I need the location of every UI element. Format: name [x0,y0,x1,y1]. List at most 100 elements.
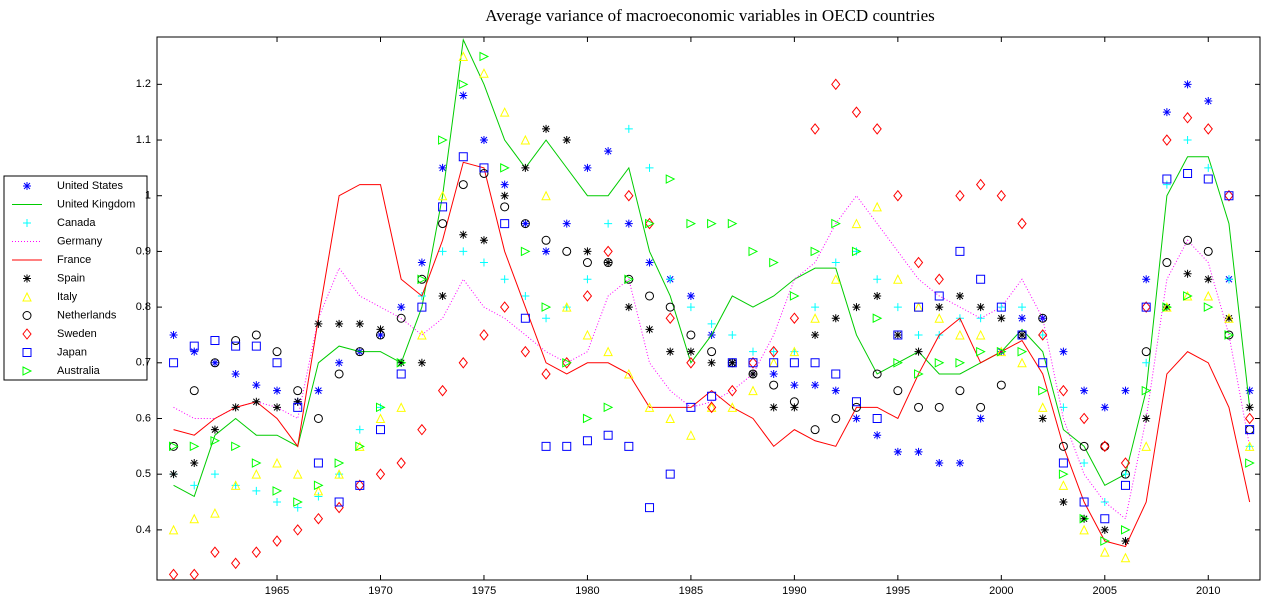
data-marker [1224,191,1234,201]
data-marker [1162,303,1171,312]
data-marker [831,314,840,323]
data-marker [873,431,882,440]
data-marker [769,257,779,268]
legend-label: Sweden [57,328,97,340]
data-marker [251,469,262,479]
data-marker [976,414,985,423]
data-marker [1018,303,1027,312]
data-marker [976,346,986,357]
y-tick-label: 0.5 [136,468,151,480]
data-marker [644,217,655,230]
data-marker [479,136,488,145]
data-marker [934,313,945,323]
data-marker [686,303,695,312]
data-marker [1204,275,1213,284]
data-marker [252,486,261,495]
data-marker [851,218,862,229]
data-marker [665,469,675,479]
data-marker [748,356,758,369]
data-marker [975,178,986,191]
data-marker [996,302,1006,312]
data-marker [459,91,468,100]
data-marker [810,123,820,135]
data-marker [314,386,323,395]
data-marker [790,381,799,390]
data-marker [624,124,633,133]
data-marker [355,319,364,328]
data-marker [976,314,985,323]
data-marker [396,369,406,379]
data-marker [893,303,902,312]
data-marker [335,470,344,479]
legend-swatch [22,366,33,376]
plot-area [156,36,1261,581]
data-marker [189,441,200,452]
data-marker [955,329,965,340]
data-marker [1204,163,1213,172]
data-marker [624,274,634,285]
data-marker [935,459,944,468]
data-marker [1038,385,1048,396]
data-marker [479,163,489,173]
data-marker [872,201,882,212]
data-marker [624,303,633,312]
data-marker [562,136,571,145]
data-marker [189,341,199,351]
data-marker [706,402,717,412]
data-marker [437,384,448,397]
data-marker [893,357,903,368]
data-marker [458,51,469,61]
data-marker [1080,386,1089,395]
data-marker [1183,168,1193,178]
data-marker [479,329,489,341]
y-tick-label: 0.9 [136,245,151,257]
data-marker [706,401,717,414]
data-marker [1141,347,1151,357]
data-marker [996,189,1006,202]
data-marker [375,413,386,423]
data-marker [438,247,447,256]
data-marker [934,273,944,286]
legend-label: Germany [57,235,103,247]
data-marker [1018,330,1027,339]
data-marker [645,218,655,229]
data-marker [396,402,407,412]
data-marker [375,330,385,340]
data-marker [1224,313,1234,323]
data-marker [562,357,572,368]
data-marker [479,68,489,78]
data-marker [1017,330,1027,340]
data-marker [645,503,655,513]
legend-label: Canada [57,217,96,229]
data-marker [1058,441,1068,451]
data-marker [293,386,303,396]
legend-label: United States [57,180,124,192]
data-marker [955,291,964,300]
data-marker [789,291,800,301]
legend-swatch [22,291,32,302]
data-marker [1080,514,1089,523]
data-marker [644,402,655,412]
data-marker [852,414,861,423]
data-marker [1224,314,1233,323]
data-marker [1080,459,1089,468]
data-marker [603,402,614,413]
data-marker [790,403,799,412]
data-marker [665,312,675,325]
data-marker [438,163,447,172]
data-marker [231,481,240,490]
chart-title: Average variance of macroeconomic variab… [485,6,935,25]
data-marker [810,425,820,435]
data-marker [1038,314,1047,323]
data-marker [458,356,468,369]
data-marker [1121,537,1130,546]
data-marker [603,430,613,440]
data-marker [748,369,757,378]
data-marker [955,246,965,256]
data-marker [604,147,613,156]
data-marker [520,313,530,323]
data-marker [1100,440,1110,453]
data-marker [1182,111,1193,124]
data-marker [1038,329,1048,341]
data-marker [292,469,303,479]
